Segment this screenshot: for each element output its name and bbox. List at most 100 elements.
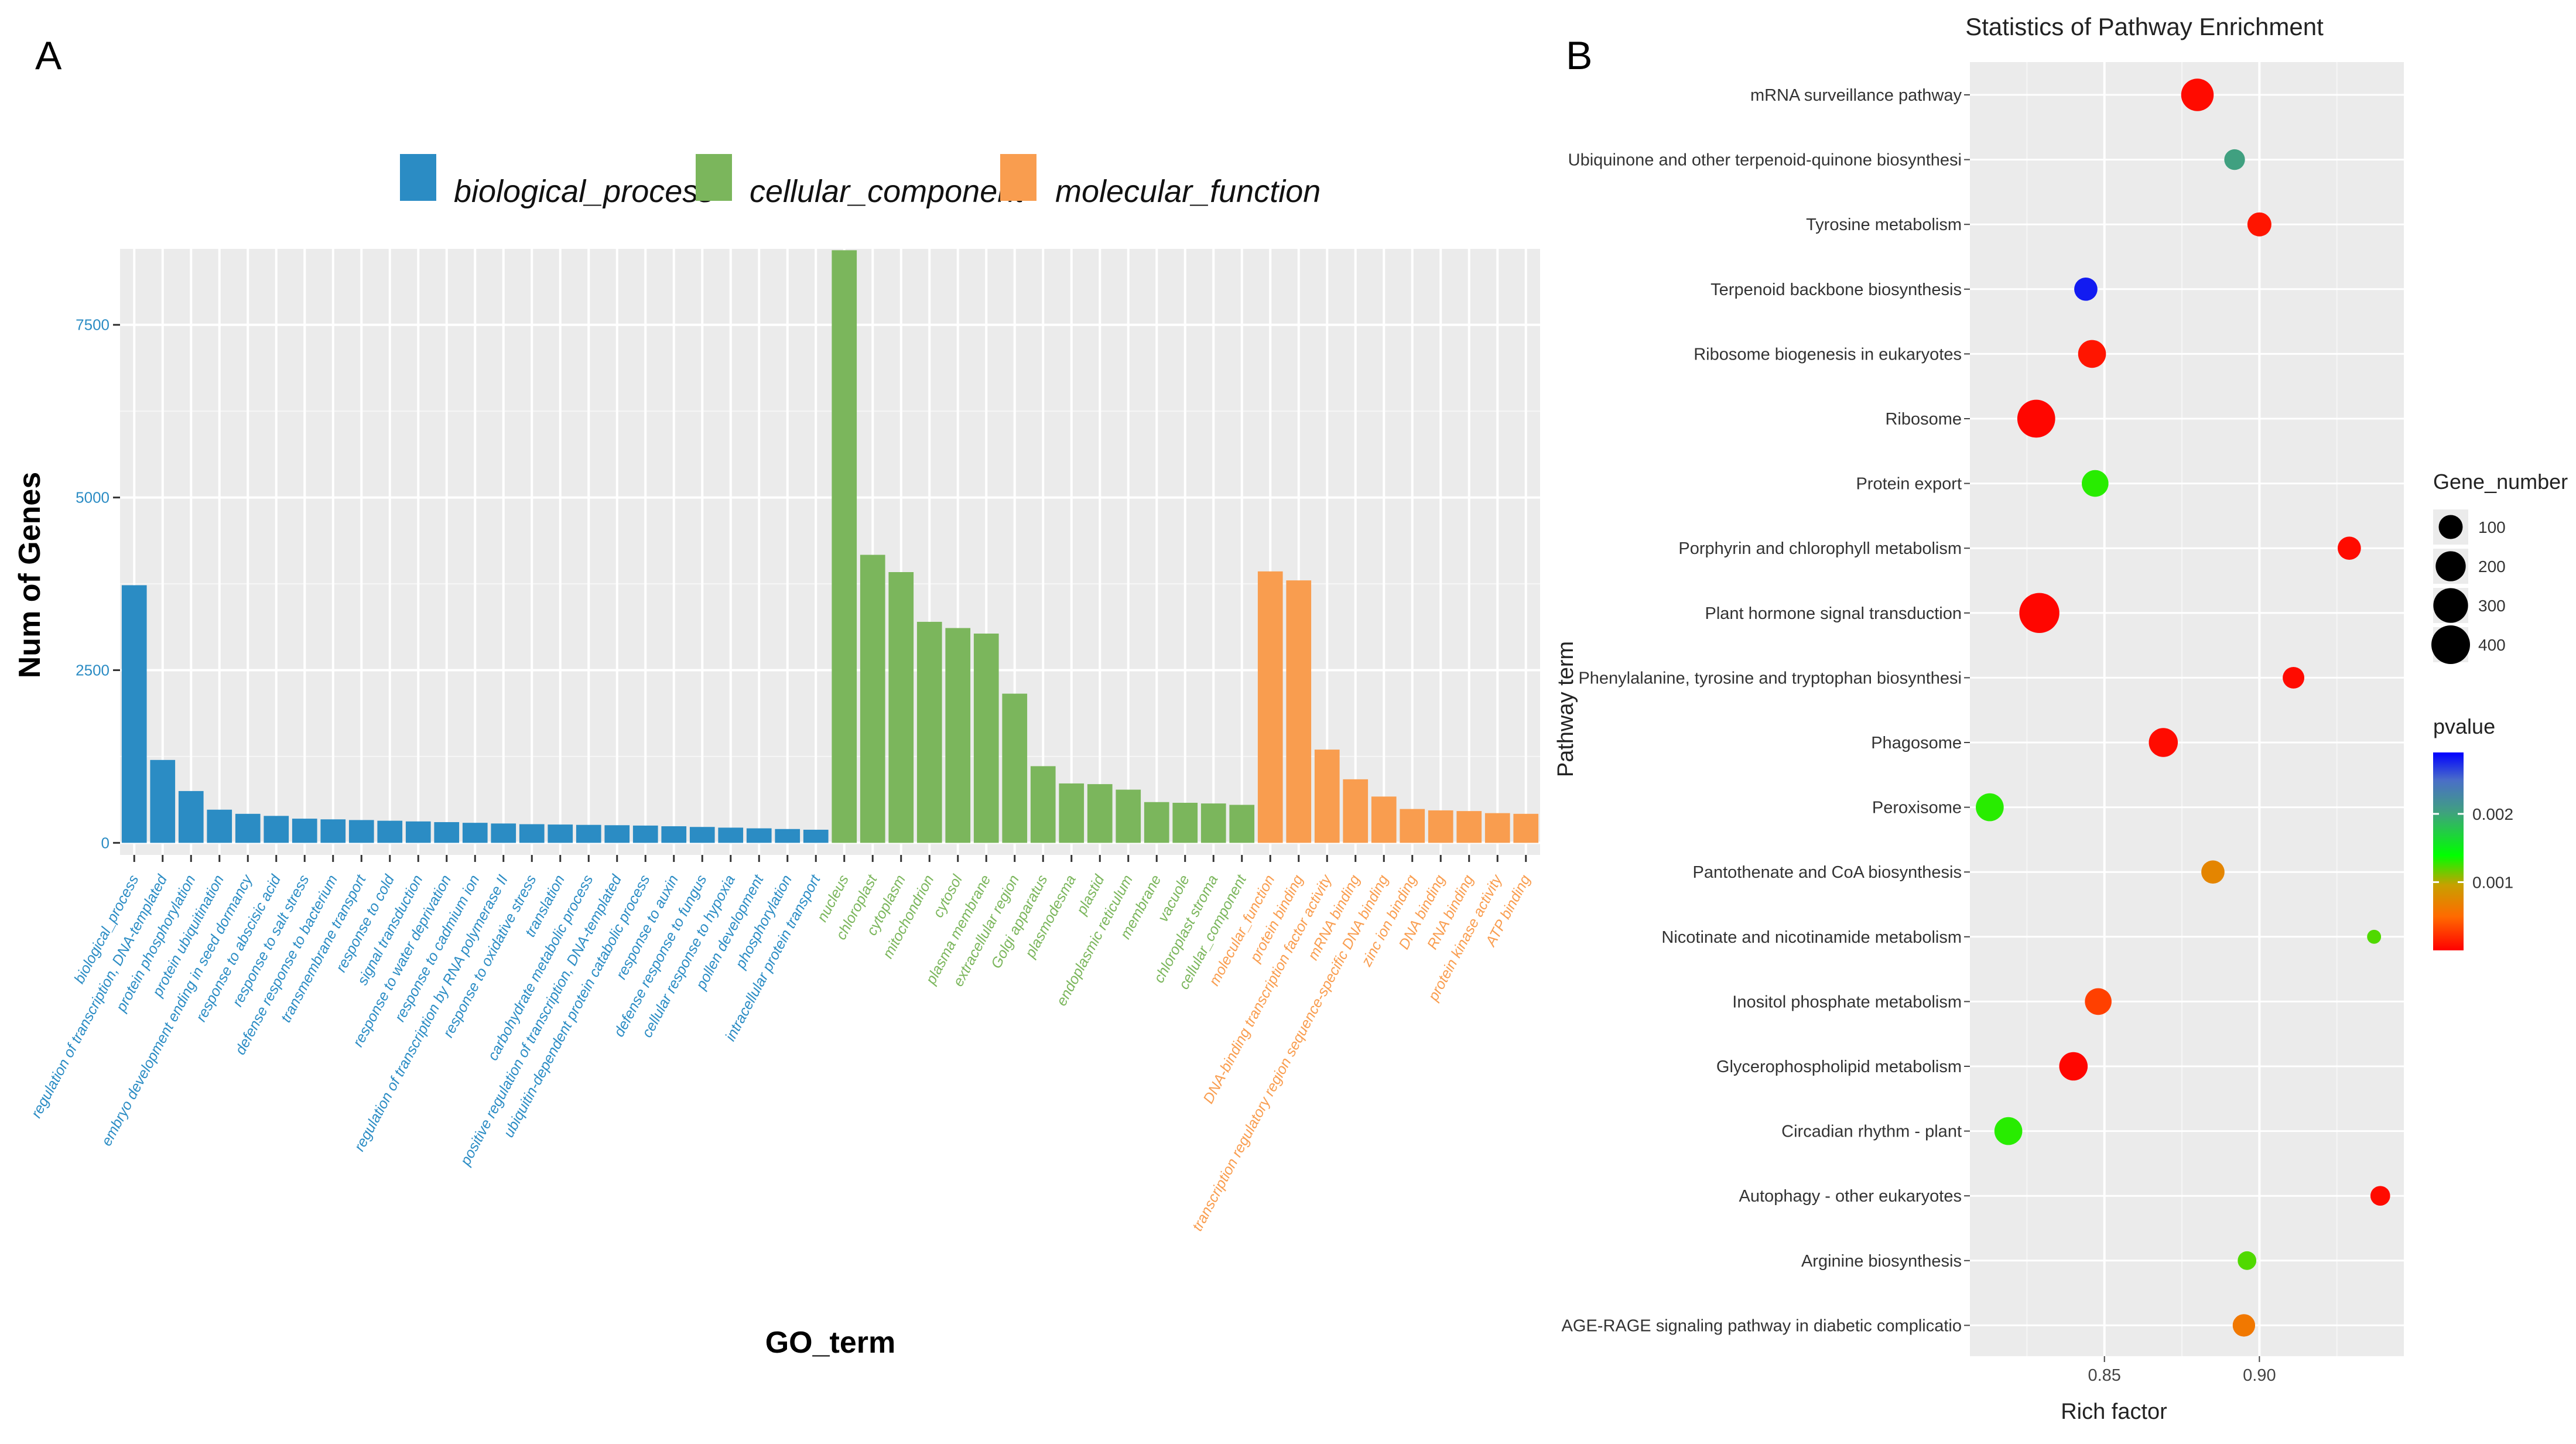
- panel-b-points: [1976, 78, 2390, 1337]
- bar-pollen-development: [746, 828, 772, 843]
- bar-golgi-apparatus: [1030, 766, 1056, 843]
- pathway-label-autophagy-other-eukaryotes: Autophagy - other eukaryotes: [1739, 1187, 1962, 1206]
- bar-chloroplast: [860, 555, 885, 843]
- bar-defense-response-to-bacterium: [320, 819, 346, 843]
- point-age-rage-signaling-pathway-in-diabetic-complicatio: [2232, 1314, 2256, 1337]
- bar-regulation-of-transcription-by-rna-polymerase-ii: [491, 823, 516, 843]
- pathway-label-phagosome: Phagosome: [1871, 734, 1962, 752]
- bar-protein-ubiquitination: [207, 809, 232, 843]
- bar-carbohydrate-metabolic-process: [576, 824, 601, 843]
- bar-response-to-auxin: [661, 826, 687, 843]
- pathway-label-glycerophospholipid-metabolism: Glycerophospholipid metabolism: [1716, 1058, 1962, 1076]
- pathway-label-circadian-rhythm-plant: Circadian rhythm - plant: [1781, 1123, 1962, 1141]
- bar-plasma-membrane: [973, 633, 999, 843]
- point-phenylalanine-tyrosine-and-tryptophan-biosynthesi: [2283, 666, 2305, 689]
- y-tick-label: 2500: [76, 661, 110, 679]
- pathway-label-ribosome: Ribosome: [1885, 410, 1962, 429]
- panel-b-x-ticks: 0.85 0.90: [2088, 1356, 2276, 1385]
- point-terpenoid-backbone-biosynthesis: [2074, 277, 2098, 301]
- pvalue-tick-label: 0.001: [2472, 873, 2513, 891]
- point-phagosome: [2149, 728, 2178, 757]
- panel-a-y-axis-title: Num of Genes: [13, 472, 47, 679]
- bar-biological-process: [121, 585, 147, 843]
- pathway-label-plant-hormone-signal-transduction: Plant hormone signal transduction: [1705, 604, 1962, 623]
- point-glycerophospholipid-metabolism: [2059, 1052, 2088, 1081]
- panel-b-letter: B: [1566, 33, 1592, 78]
- point-inositol-phosphate-metabolism: [2085, 988, 2112, 1015]
- pathway-label-inositol-phosphate-metabolism: Inositol phosphate metabolism: [1732, 993, 1962, 1011]
- bar-embryo-development-ending-in-seed-dormancy: [235, 813, 261, 843]
- panel-b-y-axis-title: Pathway term: [1554, 641, 1578, 777]
- panel-b-title: Statistics of Pathway Enrichment: [1965, 13, 2324, 40]
- panel-a-go-bar-chart: A biological_process cellular_component …: [13, 33, 1540, 1360]
- pathway-label-phenylalanine-tyrosine-and-tryptophan-biosynthesi: Phenylalanine, tyrosine and tryptophan b…: [1578, 669, 1962, 687]
- bar-atp-binding: [1513, 813, 1539, 843]
- point-ribosome-biogenesis-in-eukaryotes: [2078, 340, 2106, 368]
- legend-swatch-biological-process: [400, 154, 436, 201]
- point-pantothenate-and-coa-biosynthesis: [2201, 860, 2225, 884]
- bar-cytosol: [945, 628, 971, 843]
- pathway-label-ribosome-biogenesis-in-eukaryotes: Ribosome biogenesis in eukaryotes: [1694, 345, 1962, 364]
- panel-b-pathway-labels: mRNA surveillance pathway Ubiquinone and …: [1562, 86, 1970, 1335]
- size-legend-label-400: 400: [2478, 636, 2506, 654]
- bar-response-to-abscisic-acid: [264, 816, 289, 843]
- bar-rna-binding: [1456, 811, 1482, 843]
- point-circadian-rhythm-plant: [1994, 1117, 2023, 1145]
- gene-number-legend: Gene_number 100 200 300 400: [2431, 470, 2568, 664]
- y-tick-label: 7500: [76, 316, 110, 334]
- bar-mrna-binding: [1343, 779, 1369, 843]
- panel-a-y-ticks: 0 2500 5000 7500: [76, 316, 120, 851]
- pvalue-colorbar: [2433, 752, 2464, 950]
- bar-defense-response-to-fungus: [689, 827, 715, 843]
- bar-protein-phosphorylation: [178, 791, 204, 843]
- point-tyrosine-metabolism: [2247, 212, 2271, 237]
- size-legend-dot-400: [2431, 625, 2470, 664]
- bar-protein-kinase-activity: [1484, 813, 1510, 843]
- bar-chloroplast-stroma: [1200, 803, 1226, 843]
- bar-ubiquitin-dependent-protein-catabolic-process: [632, 825, 658, 843]
- legend-label-biological-process: biological_process: [454, 174, 714, 209]
- point-mrna-surveillance-pathway: [2181, 78, 2214, 111]
- bar-cellular-component: [1229, 805, 1255, 843]
- pathway-label-pantothenate-and-coa-biosynthesis: Pantothenate and CoA biosynthesis: [1693, 863, 1962, 882]
- panel-b-x-axis-title: Rich factor: [2061, 1399, 2167, 1424]
- pathway-label-nicotinate-and-nicotinamide-metabolism: Nicotinate and nicotinamide metabolism: [1661, 928, 1962, 947]
- bar-response-to-oxidative-stress: [519, 824, 545, 843]
- y-tick-label: 5000: [76, 489, 110, 507]
- bar-transmembrane-transport: [348, 820, 374, 843]
- legend-swatch-cellular-component: [696, 154, 732, 201]
- pathway-label-porphyrin-and-chlorophyll-metabolism: Porphyrin and chlorophyll metabolism: [1678, 539, 1962, 558]
- point-porphyrin-and-chlorophyll-metabolism: [2337, 536, 2361, 560]
- size-legend-dot-200: [2435, 551, 2466, 581]
- panel-b-plot-background: [1970, 62, 2404, 1356]
- y-tick-label: 0: [101, 834, 110, 851]
- point-protein-export: [2082, 470, 2109, 497]
- pathway-label-terpenoid-backbone-biosynthesis: Terpenoid backbone biosynthesis: [1711, 280, 1962, 299]
- legend-swatch-molecular-function: [1000, 154, 1036, 201]
- panel-a-letter: A: [35, 33, 62, 78]
- bar-response-to-cadmium-ion: [462, 823, 488, 843]
- gene-number-legend-title: Gene_number: [2433, 470, 2568, 494]
- size-legend-label-100: 100: [2478, 518, 2506, 536]
- pathway-label-age-rage-signaling-pathway-in-diabetic-complicatio: AGE-RAGE signaling pathway in diabetic c…: [1562, 1316, 1962, 1335]
- panel-a-legend: biological_process cellular_component mo…: [400, 154, 1321, 209]
- size-legend-label-200: 200: [2478, 557, 2506, 576]
- pathway-label-mrna-surveillance-pathway: mRNA surveillance pathway: [1750, 86, 1962, 105]
- bar-response-to-salt-stress: [292, 819, 317, 843]
- bar-endoplasmic-reticulum: [1116, 789, 1141, 843]
- bar-positive-regulation-of-transcription-dna-templated: [604, 825, 630, 843]
- bar-molecular-function: [1257, 571, 1283, 843]
- panel-b-pathway-enrichment: B Statistics of Pathway Enrichment mRNA …: [1554, 13, 2568, 1424]
- point-nicotinate-and-nicotinamide-metabolism: [2367, 929, 2382, 944]
- legend-label-cellular-component: cellular_component: [750, 174, 1025, 209]
- x-tick-label-regulation-of-transcription-dna-templated: regulation of transcription, DNA-templat…: [28, 872, 171, 1121]
- x-tick-label: 0.90: [2243, 1366, 2276, 1385]
- pvalue-legend-title: pvalue: [2433, 714, 2495, 738]
- size-legend-label-300: 300: [2478, 597, 2506, 615]
- bar-phosphorylation: [775, 829, 800, 843]
- bar-extracellular-region: [1002, 693, 1028, 843]
- point-plant-hormone-signal-transduction: [2019, 593, 2060, 634]
- bar-mitochondrion: [916, 621, 942, 843]
- pathway-label-peroxisome: Peroxisome: [1872, 799, 1962, 817]
